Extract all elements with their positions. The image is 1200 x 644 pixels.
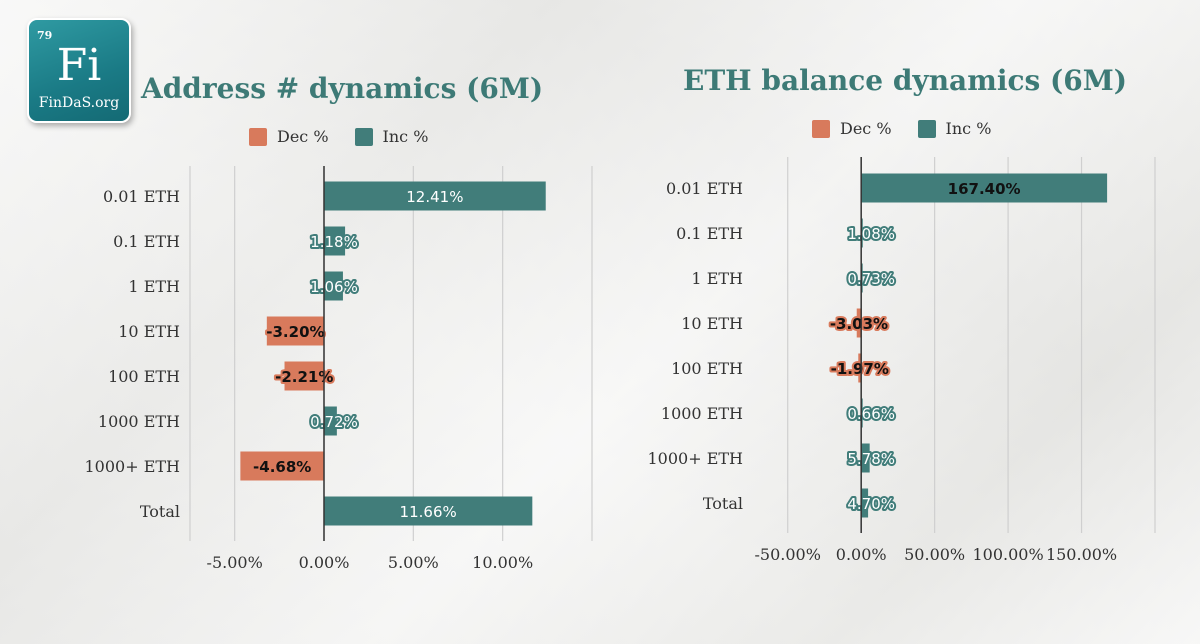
balance-tick-label: 0.00% [836, 545, 887, 564]
logo-symbol: Fi [56, 40, 102, 91]
address-category-label: 1000+ ETH [84, 457, 180, 476]
balance-category-label: Total [703, 494, 743, 513]
balance-category-label: 1 ETH [691, 269, 743, 288]
balance-bar [861, 443, 870, 473]
address-value-label: -2.21% [275, 368, 333, 386]
address-category-label: 0.1 ETH [113, 232, 180, 251]
balance-category-label: 100 ETH [671, 359, 743, 378]
address-bar [266, 316, 324, 346]
balance-value-label: 167.40% [948, 180, 1021, 198]
balance-bar [858, 353, 862, 383]
logo-number: 79 [37, 29, 53, 42]
balance-value-label: -1.97% [831, 360, 889, 378]
balance-value-label: 4.70% [847, 495, 895, 513]
address-value-label: -3.20% [266, 323, 324, 341]
address-tick-label: 5.00% [388, 553, 439, 572]
address-value-label: 1.18% [310, 233, 358, 251]
address-bar [324, 406, 337, 436]
left-chart-title: Address # dynamics (6M) [141, 72, 544, 105]
address-category-label: 10 ETH [118, 322, 180, 341]
address-tick-label: -5.00% [207, 553, 263, 572]
legend-dec-label: Dec % [277, 127, 329, 146]
balance-bar [861, 173, 1108, 203]
address-category-label: 1000 ETH [98, 412, 180, 431]
balance-tick-label: 100.00% [972, 545, 1043, 564]
legend-dec-swatch [812, 119, 830, 138]
balance-category-label: 10 ETH [681, 314, 743, 333]
left-chart-legend: Dec % Inc % [249, 127, 428, 146]
legend-inc-swatch [354, 127, 373, 146]
address-bar [324, 271, 343, 301]
address-bar [324, 226, 346, 256]
right-chart-legend: Dec % Inc % [812, 119, 991, 138]
balance-bar [861, 488, 869, 518]
address-category-label: Total [140, 502, 180, 521]
address-dynamics-chart: -5.00% 0.00% 5.00% 10.00% 0.01 ETH 12.41% 0.1 … [84, 166, 593, 572]
balance-category-label: 0.01 ETH [666, 179, 743, 198]
legend-inc-swatch [917, 119, 936, 138]
legend-inc: Inc % [917, 119, 992, 138]
address-tick-label: 0.00% [299, 553, 350, 572]
balance-tick-label: 150.00% [1046, 545, 1117, 564]
balance-tick-label: -50.00% [755, 545, 821, 564]
balance-value-label: 5.78% [847, 450, 895, 468]
legend-inc-label: Inc % [945, 119, 992, 138]
balance-bar [856, 308, 862, 338]
legend-inc: Inc % [354, 127, 429, 146]
address-bar [324, 181, 546, 211]
address-value-label: 0.72% [310, 413, 358, 431]
balance-tick-label: 50.00% [904, 545, 965, 564]
address-bar [284, 361, 324, 391]
balance-value-label: -3.03% [830, 315, 888, 333]
balance-category-label: 1000+ ETH [647, 449, 743, 468]
address-value-label: 12.41% [406, 188, 463, 206]
legend-inc-label: Inc % [382, 127, 429, 146]
address-category-label: 1 ETH [128, 277, 180, 296]
address-category-label: 100 ETH [108, 367, 180, 386]
legend-dec-label: Dec % [840, 119, 892, 138]
balance-category-label: 1000 ETH [661, 404, 743, 423]
address-value-label: 11.66% [400, 503, 457, 521]
legend-dec: Dec % [812, 119, 892, 138]
address-category-label: 0.01 ETH [103, 187, 180, 206]
legend-dec-swatch [249, 127, 267, 146]
address-tick-label: 10.00% [472, 553, 533, 572]
legend-dec: Dec % [249, 127, 329, 146]
address-bar [324, 496, 533, 526]
balance-category-label: 0.1 ETH [676, 224, 743, 243]
balance-bar [861, 218, 863, 248]
balance-value-label: 1.08% [847, 225, 895, 243]
address-value-label: -4.68% [253, 458, 311, 476]
address-value-label: 1.06% [310, 278, 358, 296]
right-chart-title: ETH balance dynamics (6M) [683, 64, 1127, 97]
address-bar [240, 451, 324, 481]
findas-logo: 79 Fi FinDaS.org [27, 18, 131, 123]
logo-name: FinDaS.org [38, 95, 120, 111]
balance-value-label: 0.66% [847, 405, 895, 423]
balance-value-label: 0.73% [847, 270, 895, 288]
